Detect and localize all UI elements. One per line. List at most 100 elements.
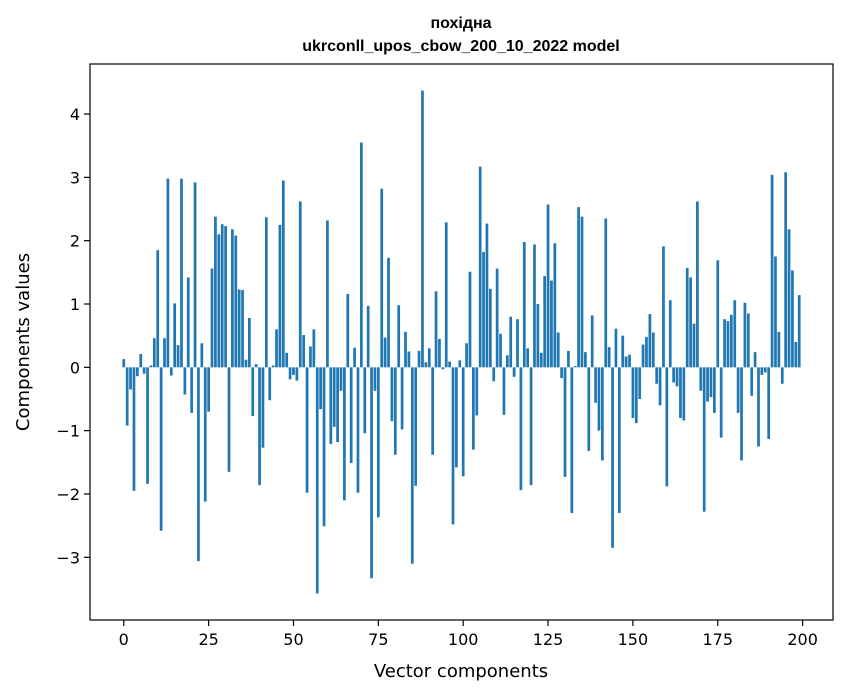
bar-188 [760,367,764,375]
bar-17 [180,178,183,368]
x-tick-label: 150 [618,630,649,649]
bar-121 [533,244,536,368]
bar-96 [448,361,451,368]
bar-10 [156,250,160,368]
bar-85 [410,367,414,564]
bar-80 [393,367,397,455]
bar-24 [203,367,207,502]
bar-109 [492,367,496,382]
bar-31 [227,367,231,472]
y-tick-label: 2 [70,232,80,251]
bar-13 [166,178,170,368]
x-tick-label: 25 [198,630,218,649]
bar-179 [729,314,733,368]
bar-68 [353,347,356,368]
bar-178 [726,321,730,368]
bar-143 [607,347,611,368]
bar-156 [651,332,655,368]
bar-91 [431,367,435,455]
bar-5 [139,354,143,368]
bar-2 [129,367,132,390]
bar-122 [536,304,540,368]
bar-32 [231,229,234,368]
bar-116 [516,319,519,368]
bar-38 [251,367,255,417]
bar-150 [631,367,635,418]
bar-9 [152,338,156,368]
bar-114 [509,316,513,368]
bar-169 [696,201,699,368]
bar-126 [550,280,553,368]
bar-65 [343,367,346,501]
bar-177 [723,319,726,368]
bar-103 [472,367,475,450]
y-tick-label: 3 [70,168,80,187]
bar-41 [261,367,265,448]
bar-57 [315,367,319,594]
bar-165 [682,367,686,421]
bar-133 [573,366,577,368]
bar-21 [193,182,197,368]
bar-190 [767,367,771,439]
bar-34 [237,289,241,368]
y-tick-label: 0 [70,358,80,377]
bar-151 [634,367,638,424]
bar-12 [163,338,166,368]
bar-7 [146,367,149,484]
bar-78 [387,257,390,368]
bar-164 [679,367,682,418]
bar-198 [794,342,798,368]
bar-146 [617,367,621,513]
bar-18 [183,367,187,395]
bar-87 [417,350,421,368]
bar-170 [699,367,703,391]
bar-92 [434,291,438,368]
bar-93 [438,338,441,368]
bar-171 [702,367,706,512]
bar-77 [383,337,387,368]
bar-104 [475,367,479,416]
bar-132 [570,367,574,513]
bar-199 [797,295,801,368]
bar-173 [709,367,713,398]
x-tick-label: 100 [448,630,479,649]
bar-159 [662,246,665,368]
x-axis-ticks: 0 25 50 75 100 125 150 175 200 [119,620,818,649]
bar-142 [604,218,608,368]
bar-60 [326,220,329,368]
bar-49 [288,367,292,380]
bar-54 [305,367,309,493]
x-tick-label: 175 [702,630,733,649]
bar-47 [281,180,285,368]
bar-108 [488,288,492,368]
chart-title-line1: похідна [430,15,491,32]
bar-135 [580,216,584,368]
bar-196 [787,229,791,368]
bar-113 [505,355,509,368]
bar-128 [556,332,560,368]
y-axis-ticks: −3 −2 −1 0 1 2 3 4 [56,105,90,567]
bar-153 [641,344,645,368]
bar-105 [478,166,482,368]
bar-130 [563,367,567,477]
bar-149 [628,354,631,368]
bar-44 [271,365,275,368]
bar-193 [777,331,781,368]
bar-8 [149,365,153,368]
bar-52 [298,201,302,368]
bar-71 [363,367,367,434]
bar-86 [414,367,418,486]
bar-138 [590,315,594,368]
bar-0 [122,359,126,368]
bar-155 [648,314,652,368]
bar-22 [197,367,200,562]
bar-167 [689,277,692,368]
bar-117 [519,367,523,491]
x-tick-label: 50 [283,630,303,649]
bar-111 [499,333,502,368]
bar-175 [716,260,720,368]
bar-26 [210,268,214,368]
bar-37 [248,317,251,368]
bar-70 [360,142,363,368]
bar-75 [376,367,380,518]
